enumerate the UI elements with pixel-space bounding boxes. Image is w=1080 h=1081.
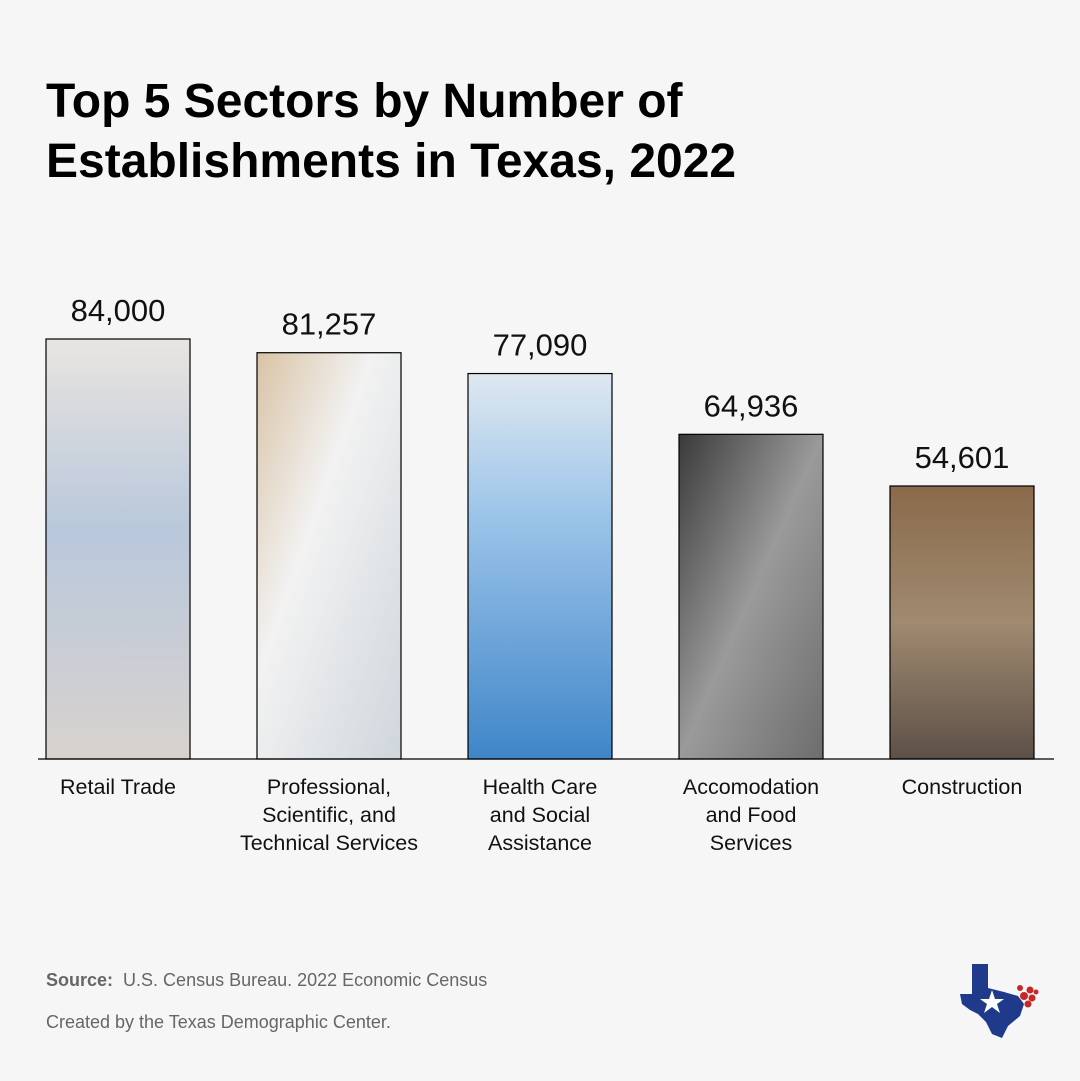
bar-chefs-cooking-photo: [678, 433, 824, 760]
bar-value-label: 64,936: [704, 388, 799, 423]
chart-title-line-1: Top 5 Sectors by Number of: [46, 75, 683, 128]
category-label: Services: [710, 831, 792, 855]
bar-value-label: 84,000: [71, 293, 166, 328]
category-label: Technical Services: [240, 831, 418, 855]
category-label: Health Care: [483, 775, 598, 799]
bar-value-label: 54,601: [915, 440, 1010, 475]
chart-title: Top 5 Sectors by Number of Establishment…: [46, 72, 946, 192]
star-icon: [980, 990, 1004, 1013]
source-note: Source: U.S. Census Bureau. 2022 Economi…: [46, 970, 487, 991]
bar-nurse-with-tablet-photo: [467, 372, 613, 760]
category-label: and Social: [490, 803, 590, 827]
category-label: Accomodation: [683, 775, 819, 799]
credit-note: Created by the Texas Demographic Center.: [46, 1012, 391, 1032]
chart-title-line-2: Establishments in Texas, 2022: [46, 135, 737, 188]
category-label: and Food: [706, 803, 797, 827]
bar-construction-workers-photo: [889, 485, 1035, 760]
source-label: Source:: [46, 970, 114, 990]
category-label: Retail Trade: [60, 775, 176, 799]
flower-icon: [1017, 985, 1039, 1008]
bar-chart: 84,000 Retail Trade 81,257 Professional, Sci…: [38, 293, 1054, 855]
bar-retail-shopper-photo: [45, 338, 191, 760]
bar-value-label: 77,090: [493, 328, 588, 363]
category-label: Construction: [902, 775, 1023, 799]
category-label: Scientific, and: [262, 803, 396, 827]
category-label: Professional,: [267, 775, 391, 799]
category-label: Assistance: [488, 831, 592, 855]
source-text: U.S. Census Bureau. 2022 Economic Census: [123, 970, 488, 990]
texas-demographic-center-logo: [960, 964, 1039, 1038]
bar-value-label: 81,257: [282, 307, 377, 342]
bar-lab-scientist-photo: [256, 352, 402, 760]
